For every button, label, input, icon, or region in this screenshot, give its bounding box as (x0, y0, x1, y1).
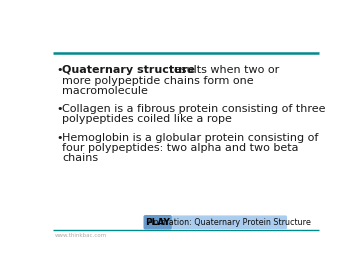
Text: •: • (56, 104, 63, 114)
Text: Collagen is a fibrous protein consisting of three: Collagen is a fibrous protein consisting… (62, 104, 326, 114)
Text: results when two or: results when two or (166, 65, 279, 75)
Text: Quaternary structure: Quaternary structure (62, 65, 195, 75)
Text: macromolecule: macromolecule (62, 86, 148, 96)
Text: Animation: Quaternary Protein Structure: Animation: Quaternary Protein Structure (148, 218, 311, 227)
Text: chains: chains (62, 153, 98, 163)
Text: more polypeptide chains form one: more polypeptide chains form one (62, 76, 254, 85)
Text: four polypeptides: two alpha and two beta: four polypeptides: two alpha and two bet… (62, 143, 299, 153)
Text: polypeptides coiled like a rope: polypeptides coiled like a rope (62, 115, 232, 124)
Text: •: • (56, 65, 63, 75)
FancyBboxPatch shape (172, 216, 286, 229)
Text: Hemoglobin is a globular protein consisting of: Hemoglobin is a globular protein consist… (62, 133, 319, 142)
FancyBboxPatch shape (144, 216, 171, 229)
Text: www.thinkbac.com: www.thinkbac.com (55, 233, 107, 238)
Text: •: • (56, 133, 63, 142)
Text: PLAY: PLAY (145, 218, 170, 227)
